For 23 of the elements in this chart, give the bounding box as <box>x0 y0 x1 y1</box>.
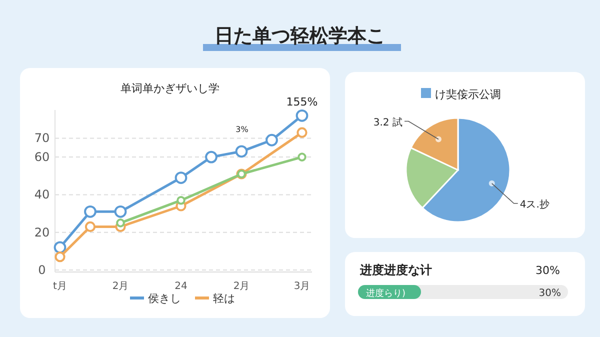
chart-title: け奜侫示公调 <box>435 88 501 101</box>
annotation: 3% <box>236 125 249 134</box>
annotation: 155% <box>286 96 318 109</box>
data-label: 30% <box>538 288 561 299</box>
y-tick-label: 70 <box>34 131 50 146</box>
y-tick-label: 20 <box>34 225 50 240</box>
category-label: 进度らり) <box>366 288 406 299</box>
y-tick-label: 0 <box>38 263 46 277</box>
legend-label: 轻は <box>213 292 235 305</box>
x-tick-label: 2月 <box>112 281 129 292</box>
text: 日た单つ轻松学本こ <box>214 25 386 47</box>
x-tick-label: 3月 <box>294 281 310 292</box>
y-tick-label: 60 <box>34 150 50 164</box>
legend-label: 侯きし <box>148 292 181 305</box>
x-tick-label: 2月 <box>233 281 250 292</box>
chart-title: 单词单かぎザいし学 <box>120 82 220 95</box>
y-tick-label: 40 <box>34 188 50 202</box>
x-tick-label: t月 <box>53 281 67 292</box>
slice-label: 4ス.抄 <box>520 198 550 210</box>
text: 进度进度な计 <box>359 263 432 277</box>
slice-label: 3.2 試 <box>373 116 402 128</box>
text: 30% <box>536 264 560 277</box>
x-tick-label: 24 <box>174 281 188 292</box>
